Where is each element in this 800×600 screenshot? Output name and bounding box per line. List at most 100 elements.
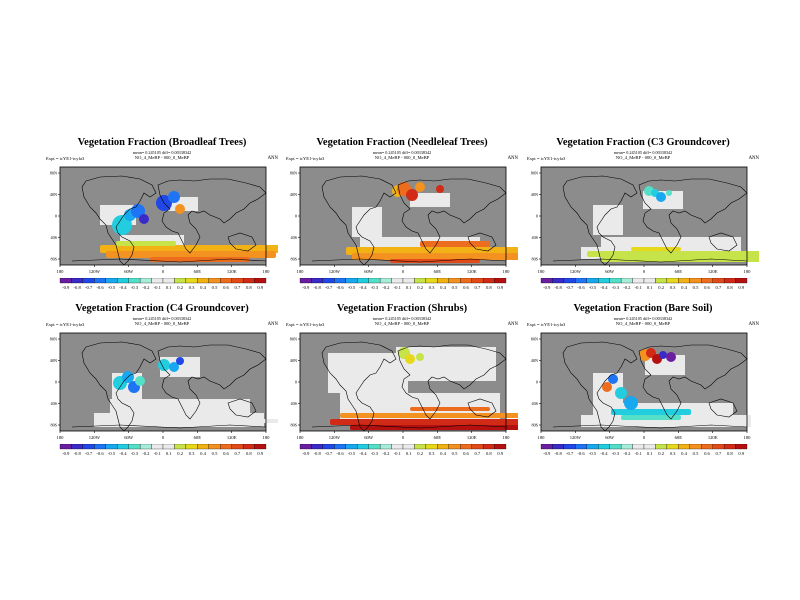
colorbar-swatch xyxy=(174,278,187,284)
colorbar-swatch xyxy=(632,278,645,284)
colorbar-swatch xyxy=(575,278,587,284)
y-tick-label: 0 xyxy=(295,380,297,385)
colorbar-label: 0.5 xyxy=(693,451,699,456)
colorbar-swatch xyxy=(575,444,587,450)
anomaly-patch xyxy=(659,351,667,359)
colorbar-label: -0.4 xyxy=(600,285,608,290)
expt-label: Expt = tcYE1-tcyfa3 xyxy=(46,322,85,327)
panel-stats: mean= 0.245105 diff= 0.00338342 xyxy=(613,150,673,155)
colorbar-swatch xyxy=(620,444,633,450)
x-tick-label: 180 xyxy=(57,269,65,274)
panel-stats: mean= 0.245105 diff= 0.00338342 xyxy=(132,150,192,155)
anomaly-patch xyxy=(415,182,425,192)
colorbar-swatch xyxy=(322,278,335,284)
coastline xyxy=(562,341,638,432)
colorbar-label: -0.7 xyxy=(85,451,93,456)
colorbar-swatch xyxy=(94,444,106,450)
anomaly-band xyxy=(621,415,681,420)
season-label: ANN xyxy=(507,322,518,327)
colorbar-swatch xyxy=(655,444,668,450)
x-tick-label: 0 xyxy=(402,269,405,274)
expt-label: Expt = tcYE1-tcyfa3 xyxy=(46,156,85,161)
x-tick-label: 60E xyxy=(194,269,202,274)
coastline xyxy=(638,178,748,254)
colorbar-label: 0.8 xyxy=(246,451,252,456)
colorbar-swatch xyxy=(448,444,461,450)
x-tick-label: 120W xyxy=(89,269,101,274)
colorbar-swatch xyxy=(712,444,725,450)
anomaly-patch xyxy=(416,353,424,361)
coastline xyxy=(321,175,397,266)
y-tick-label: 80N xyxy=(50,337,57,342)
anomaly-band xyxy=(100,245,278,253)
colorbar-swatch xyxy=(689,444,702,450)
colorbar-swatch xyxy=(391,444,404,450)
x-tick-label: 120W xyxy=(570,269,582,274)
colorbar-label: 0.1 xyxy=(647,285,653,290)
panel-needleleaf-trees: Vegetation Fraction (Needleleaf Trees) m… xyxy=(286,137,518,307)
colorbar-swatch xyxy=(586,278,599,284)
panel-shrubs: Vegetation Fraction (Shrubs) mean= 0.245… xyxy=(286,303,518,473)
colorbar-swatch xyxy=(139,444,152,450)
colorbar-label: -0.4 xyxy=(119,285,127,290)
anomaly-patch xyxy=(666,352,676,362)
colorbar-label: 0.8 xyxy=(727,285,733,290)
colorbar-swatch xyxy=(540,278,553,284)
colorbar-label: 0.5 xyxy=(452,285,458,290)
coastline xyxy=(397,178,507,254)
x-tick-label: 120E xyxy=(467,435,477,440)
colorbar-label: 0.3 xyxy=(670,285,676,290)
colorbar-label: -0.8 xyxy=(74,451,82,456)
anomaly-band xyxy=(150,257,250,262)
neutral-region xyxy=(160,357,200,377)
x-tick-label: 120E xyxy=(227,269,237,274)
neutral-region xyxy=(352,207,382,237)
colorbar-swatch xyxy=(197,278,209,284)
colorbar-swatch xyxy=(402,278,415,284)
colorbar-label: 0.4 xyxy=(440,451,446,456)
colorbar-swatch xyxy=(586,444,599,450)
x-tick-label: 120W xyxy=(329,435,341,440)
colorbar-label: 0.9 xyxy=(738,285,744,290)
colorbar-label: -0.8 xyxy=(555,451,563,456)
y-tick-label: 40S xyxy=(531,235,538,240)
panel-title: Vegetation Fraction (Bare Soil) xyxy=(573,303,713,314)
anomaly-patch xyxy=(135,376,145,386)
colorbar-label: 0.9 xyxy=(497,451,503,456)
colorbar-label: 0.9 xyxy=(257,285,263,290)
colorbar-swatch xyxy=(105,278,118,284)
coastlines xyxy=(552,175,748,266)
x-tick-label: 120E xyxy=(467,269,477,274)
colorbar-label: -0.9 xyxy=(62,285,70,290)
panel-stats: mean= 0.245105 diff= 0.00338342 xyxy=(613,316,673,321)
panel-subtitle: NO_4_MeBP - 000_0_MeBP xyxy=(374,155,430,160)
colorbar-label: 0.1 xyxy=(166,451,172,456)
colorbar-label: 0.7 xyxy=(235,451,241,456)
colorbar-label: 0.4 xyxy=(440,285,446,290)
colorbar-label: -0.5 xyxy=(589,285,597,290)
y-tick-label: 40S xyxy=(290,235,297,240)
colorbar-swatch xyxy=(678,444,690,450)
colorbar-swatch xyxy=(609,278,622,284)
coastlines xyxy=(311,175,507,266)
colorbar-swatch xyxy=(185,278,198,284)
colorbar-label: -0.3 xyxy=(131,285,139,290)
anomaly-patch xyxy=(624,396,638,410)
map: 180 120W 60W 0 60E 120E 180 80N 40N 0 40S 80S xyxy=(531,332,751,440)
colorbar-swatch xyxy=(723,278,736,284)
colorbar-swatch xyxy=(174,444,187,450)
anomaly-patch xyxy=(169,362,179,372)
anomaly-patch xyxy=(666,190,672,196)
colorbar-swatch xyxy=(105,444,118,450)
coastline xyxy=(157,344,267,420)
colorbar-swatch xyxy=(723,444,736,450)
panel-subtitle: NO_4_MeBP - 000_0_MeBP xyxy=(134,155,190,160)
y-tick-label: 80S xyxy=(531,257,538,262)
colorbar-label: -0.4 xyxy=(119,451,127,456)
colorbar-swatch xyxy=(425,278,438,284)
antarctic-coastline xyxy=(552,258,748,263)
field-layer xyxy=(100,191,278,262)
y-tick-label: 40N xyxy=(531,358,538,363)
y-tick-label: 80N xyxy=(50,171,57,176)
x-tick-label: 180 xyxy=(297,435,305,440)
